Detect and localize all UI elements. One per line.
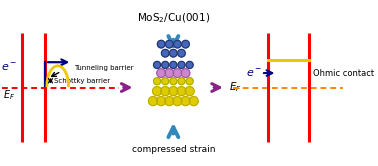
Text: compressed strain: compressed strain <box>132 145 215 154</box>
Circle shape <box>173 69 182 77</box>
Circle shape <box>182 40 189 48</box>
Circle shape <box>157 69 166 77</box>
Circle shape <box>189 97 198 106</box>
Circle shape <box>178 78 185 85</box>
Circle shape <box>178 61 185 68</box>
Text: Schottky barrier: Schottky barrier <box>54 78 110 84</box>
Circle shape <box>162 61 169 68</box>
Circle shape <box>169 87 178 96</box>
Circle shape <box>157 40 165 48</box>
Circle shape <box>153 87 162 96</box>
Circle shape <box>149 97 158 106</box>
Text: $e^-$: $e^-$ <box>246 68 262 79</box>
Circle shape <box>177 87 186 96</box>
Circle shape <box>181 69 190 77</box>
Circle shape <box>173 97 182 106</box>
Circle shape <box>174 40 181 48</box>
Text: Ohmic contact: Ohmic contact <box>313 69 375 78</box>
Circle shape <box>170 78 177 85</box>
Circle shape <box>153 78 161 85</box>
Circle shape <box>162 78 169 85</box>
Text: MoS$_2$/Cu(001): MoS$_2$/Cu(001) <box>137 12 210 25</box>
Text: $E_F$: $E_F$ <box>3 88 15 102</box>
Text: $e^-$: $e^-$ <box>2 62 18 73</box>
Circle shape <box>170 61 177 68</box>
Text: $E_F$: $E_F$ <box>229 80 242 93</box>
Circle shape <box>165 69 174 77</box>
Circle shape <box>161 49 169 57</box>
Circle shape <box>156 97 166 106</box>
Circle shape <box>153 61 161 68</box>
Circle shape <box>181 97 190 106</box>
Circle shape <box>161 87 170 96</box>
Text: Tunneling barrier: Tunneling barrier <box>74 65 133 71</box>
Circle shape <box>166 40 173 48</box>
Circle shape <box>186 78 193 85</box>
Circle shape <box>165 97 174 106</box>
Circle shape <box>170 49 177 57</box>
Circle shape <box>186 61 193 68</box>
Circle shape <box>185 87 194 96</box>
Circle shape <box>178 49 185 57</box>
